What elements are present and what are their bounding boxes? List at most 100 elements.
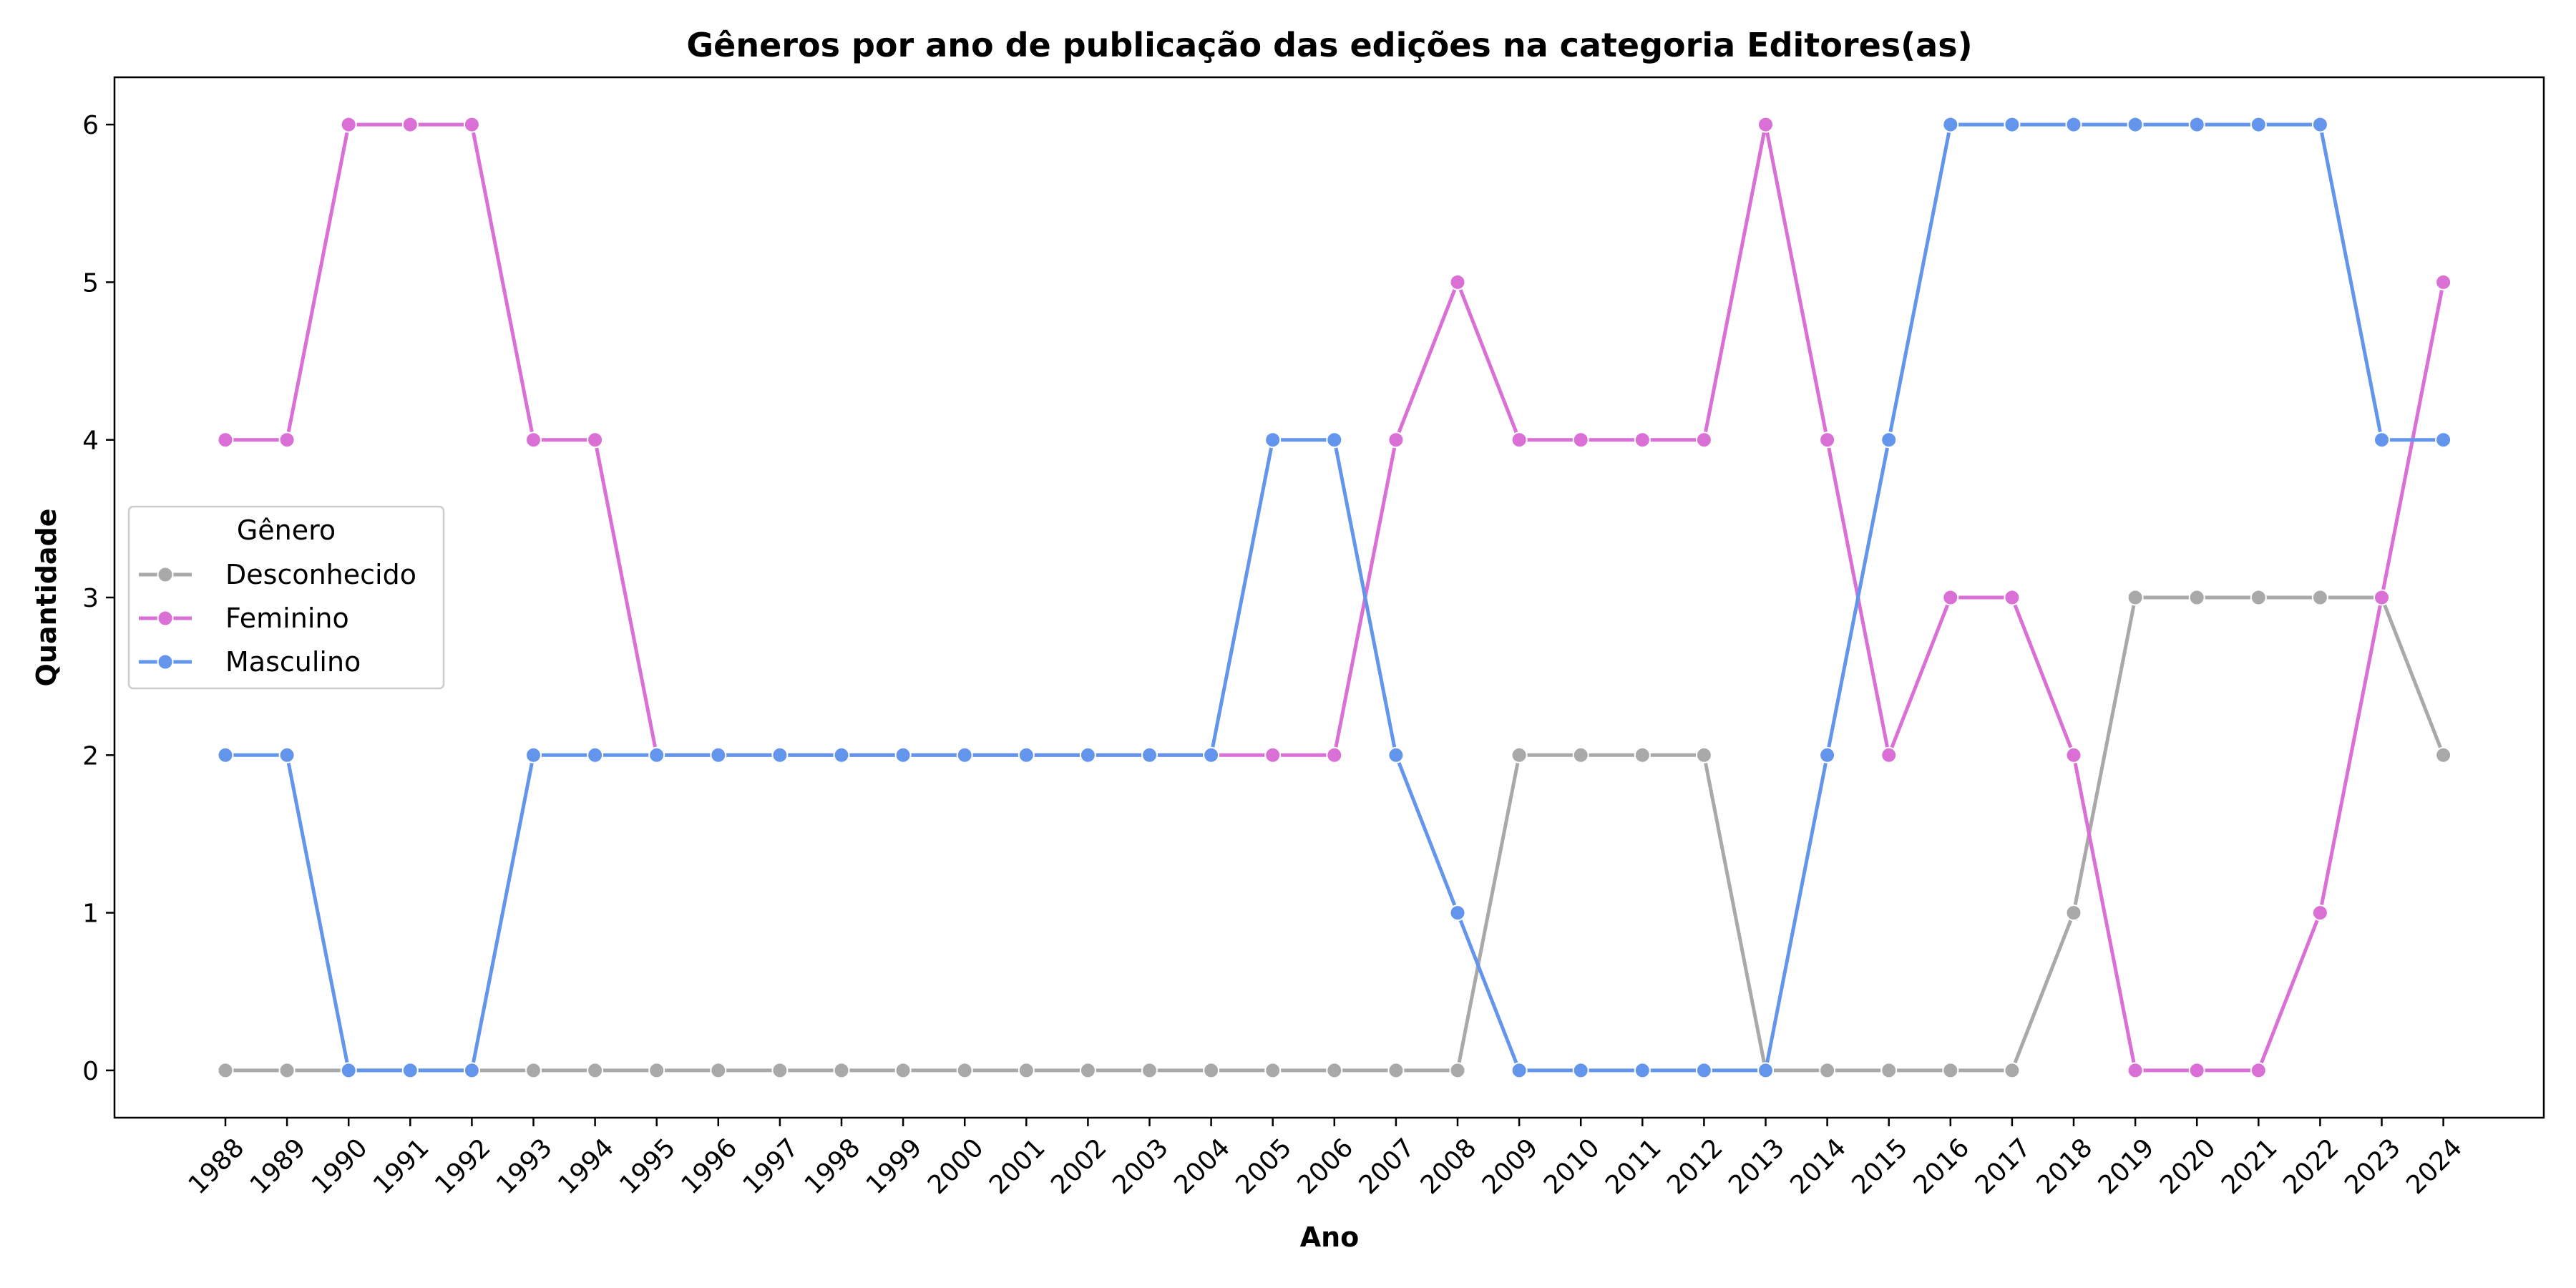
- x-tick-label: 2004: [1169, 1133, 1236, 1200]
- x-tick-label: 2011: [1600, 1133, 1667, 1200]
- x-tick-label: 1999: [861, 1133, 928, 1200]
- data-point-masculino: [2250, 116, 2267, 133]
- data-point-desconhecido: [2065, 904, 2082, 922]
- data-point-feminino: [2373, 589, 2390, 606]
- x-axis: 1988198919901991199219931994199519961997…: [183, 1118, 2468, 1200]
- x-tick-label: 2008: [1415, 1133, 1483, 1200]
- data-point-masculino: [1572, 1062, 1589, 1079]
- data-point-feminino: [1511, 431, 1528, 449]
- data-point-feminino: [2004, 589, 2021, 606]
- data-point-feminino: [525, 431, 542, 449]
- data-point-masculino: [525, 746, 542, 763]
- data-point-masculino: [771, 746, 789, 763]
- data-point-masculino: [1018, 746, 1035, 763]
- legend-marker: [157, 610, 174, 627]
- x-tick-label: 2014: [1785, 1133, 1852, 1200]
- data-point-desconhecido: [1942, 1062, 1959, 1079]
- data-point-masculino: [1203, 746, 1220, 763]
- x-tick-label: 2012: [1662, 1133, 1729, 1200]
- legend-label: Feminino: [225, 602, 349, 634]
- x-tick-label: 1996: [675, 1133, 743, 1200]
- x-tick-label: 2022: [2278, 1133, 2345, 1200]
- legend-item-desconhecido: Desconhecido: [139, 559, 416, 590]
- data-point-desconhecido: [1079, 1062, 1096, 1079]
- data-point-masculino: [340, 1062, 357, 1079]
- data-point-masculino: [401, 1062, 419, 1079]
- data-point-masculino: [1079, 746, 1096, 763]
- data-point-desconhecido: [1326, 1062, 1343, 1079]
- data-point-feminino: [463, 116, 480, 133]
- data-point-feminino: [1326, 746, 1343, 763]
- data-point-masculino: [833, 746, 850, 763]
- data-point-desconhecido: [278, 1062, 296, 1079]
- y-tick-label: 2: [82, 741, 99, 771]
- x-tick-label: 2001: [984, 1133, 1051, 1200]
- data-point-masculino: [2188, 116, 2205, 133]
- x-tick-label: 2010: [1538, 1133, 1606, 1200]
- x-tick-label: 1994: [552, 1133, 620, 1200]
- data-point-masculino: [648, 746, 665, 763]
- data-point-desconhecido: [1511, 746, 1528, 763]
- data-point-desconhecido: [833, 1062, 850, 1079]
- data-point-masculino: [463, 1062, 480, 1079]
- x-tick-label: 2016: [1908, 1133, 1975, 1200]
- y-tick-label: 0: [82, 1057, 99, 1086]
- data-point-feminino: [2065, 746, 2082, 763]
- data-point-masculino: [1387, 746, 1405, 763]
- data-point-feminino: [2311, 904, 2328, 922]
- x-tick-label: 2018: [2031, 1133, 2099, 1200]
- data-point-feminino: [401, 116, 419, 133]
- legend-label: Masculino: [225, 646, 361, 678]
- data-point-desconhecido: [1264, 1062, 1282, 1079]
- data-point-masculino: [217, 746, 234, 763]
- data-point-desconhecido: [1018, 1062, 1035, 1079]
- data-point-masculino: [1634, 1062, 1651, 1079]
- data-point-masculino: [1141, 746, 1158, 763]
- y-tick-label: 5: [82, 268, 99, 298]
- y-axis: 0 1 2 3 4 5 6: [82, 111, 114, 1086]
- x-tick-label: 1988: [183, 1133, 250, 1200]
- x-tick-label: 1993: [491, 1133, 558, 1200]
- data-point-feminino: [1387, 431, 1405, 449]
- data-point-feminino: [2435, 273, 2452, 291]
- data-point-desconhecido: [2250, 589, 2267, 606]
- x-tick-label: 2006: [1292, 1133, 1359, 1200]
- data-point-desconhecido: [2127, 589, 2144, 606]
- data-point-masculino: [1942, 116, 1959, 133]
- legend-item-masculino: Masculino: [139, 646, 361, 678]
- legend: Gênero Desconhecido Feminino Masculino: [127, 505, 445, 690]
- data-point-masculino: [2065, 116, 2082, 133]
- data-point-masculino: [1880, 431, 1898, 449]
- data-point-masculino: [1695, 1062, 1712, 1079]
- x-tick-label: 2002: [1045, 1133, 1113, 1200]
- y-tick-label: 1: [82, 899, 99, 929]
- y-tick-label: 4: [82, 426, 99, 456]
- x-tick-label: 2003: [1107, 1133, 1174, 1200]
- series-layer: [217, 116, 2452, 1079]
- data-point-masculino: [1326, 431, 1343, 449]
- data-point-feminino: [587, 431, 604, 449]
- data-point-desconhecido: [2188, 589, 2205, 606]
- data-point-desconhecido: [648, 1062, 665, 1079]
- series-masculino: [217, 116, 2452, 1079]
- data-point-feminino: [1695, 431, 1712, 449]
- x-tick-label: 1995: [614, 1133, 681, 1200]
- data-point-desconhecido: [587, 1062, 604, 1079]
- data-point-desconhecido: [1695, 746, 1712, 763]
- x-tick-label: 2023: [2339, 1133, 2406, 1200]
- x-tick-label: 2019: [2093, 1133, 2160, 1200]
- data-point-feminino: [217, 431, 234, 449]
- data-point-masculino: [1511, 1062, 1528, 1079]
- data-point-desconhecido: [217, 1062, 234, 1079]
- x-tick-label: 2021: [2216, 1133, 2283, 1200]
- data-point-masculino: [587, 746, 604, 763]
- x-tick-label: 1998: [799, 1133, 867, 1200]
- data-point-masculino: [2311, 116, 2328, 133]
- y-tick-label: 3: [82, 584, 99, 613]
- data-point-masculino: [1819, 746, 1836, 763]
- data-point-feminino: [1634, 431, 1651, 449]
- legend-marker: [157, 653, 174, 670]
- data-point-masculino: [278, 746, 296, 763]
- data-point-desconhecido: [2435, 746, 2452, 763]
- data-point-desconhecido: [956, 1062, 973, 1079]
